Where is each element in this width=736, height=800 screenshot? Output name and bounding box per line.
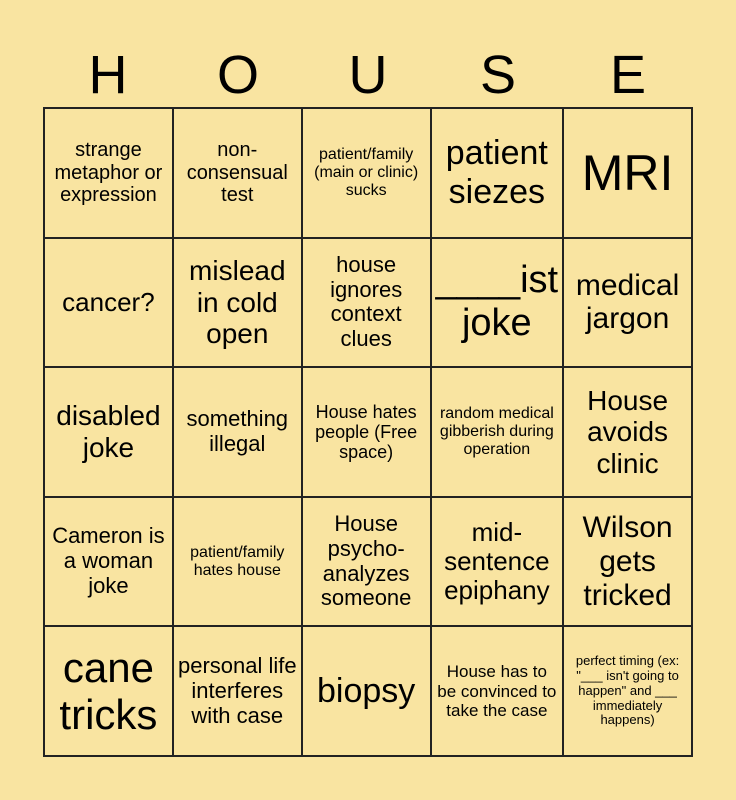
header-letter: H — [88, 45, 128, 105]
header-letter: S — [479, 45, 517, 105]
bingo-cell[interactable]: patient siezes — [430, 108, 564, 238]
bingo-cell[interactable]: Wilson gets tricked — [563, 496, 692, 627]
bingo-cell[interactable]: patient/family hates house — [172, 496, 302, 627]
bingo-cell[interactable]: perfect timing (ex: "___ isn't going to … — [563, 626, 692, 756]
bingo-cell[interactable]: House hates people (Free space) — [301, 367, 431, 497]
bingo-cell[interactable]: medical jargon — [563, 237, 692, 368]
bingo-cell[interactable]: Cameron is a woman joke — [44, 496, 173, 627]
header-letter: O — [216, 45, 259, 105]
bingo-cell[interactable]: House psycho-analyzes someone — [301, 496, 431, 627]
bingo-cell[interactable]: MRI — [563, 108, 692, 238]
bingo-cell[interactable]: cane tricks — [44, 626, 173, 756]
bingo-cell[interactable]: strange metaphor or expression — [44, 108, 173, 238]
bingo-cell[interactable]: ____ist joke — [430, 237, 564, 368]
header-letter: U — [348, 45, 388, 105]
bingo-cell[interactable]: non-consensual test — [172, 108, 302, 238]
bingo-grid: strange metaphor or expression non-consen… — [43, 107, 693, 757]
bingo-cell[interactable]: biopsy — [301, 626, 431, 756]
bingo-cell[interactable]: House avoids clinic — [563, 367, 692, 497]
bingo-cell[interactable]: something illegal — [172, 367, 302, 497]
bingo-cell[interactable]: House has to be convinced to take the ca… — [430, 626, 564, 756]
bingo-cell[interactable]: house ignores context clues — [301, 237, 431, 368]
bingo-cell[interactable]: disabled joke — [44, 367, 173, 497]
bingo-cell[interactable]: random medical gibberish during operatio… — [430, 367, 564, 497]
bingo-cell[interactable]: personal life interferes with case — [172, 626, 302, 756]
bingo-cell[interactable]: mid-sentence epiphany — [430, 496, 564, 627]
bingo-cell[interactable]: mislead in cold open — [172, 237, 302, 368]
bingo-cell[interactable]: patient/family (main or clinic) sucks — [301, 108, 431, 238]
header-letter: E — [609, 45, 647, 105]
bingo-cell[interactable]: cancer? — [44, 237, 173, 368]
